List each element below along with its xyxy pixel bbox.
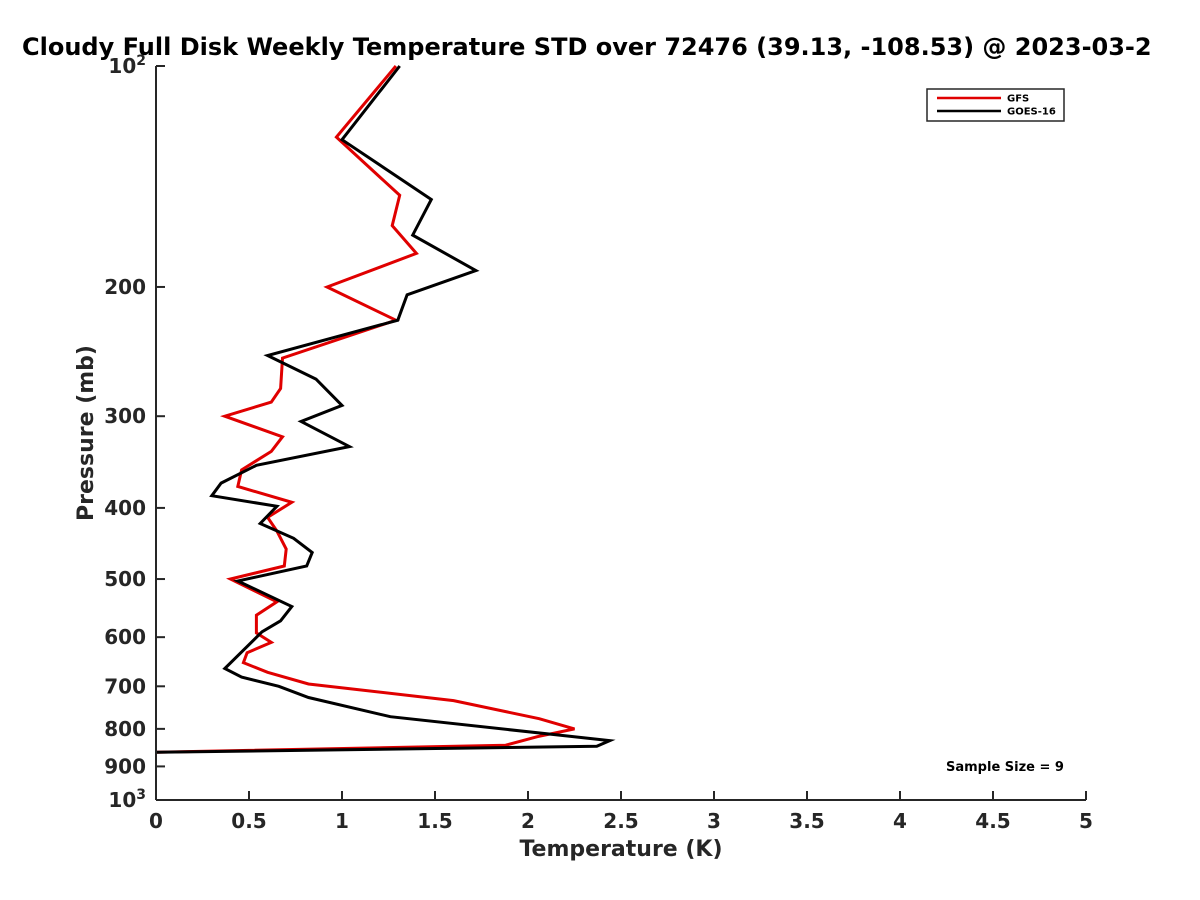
y-tick-label: 400 — [104, 496, 146, 520]
axes: 0 0.5 1 1.5 2 2.5 3 3.5 4 4.5 5 102 200 300 400 500 600 7… — [104, 53, 1093, 833]
y-tick-label: 300 — [104, 404, 146, 428]
y-tick-label: 500 — [104, 567, 146, 591]
x-tick-label: 2.5 — [603, 809, 638, 833]
y-tick-label: 700 — [104, 674, 146, 698]
y-tick-label: 600 — [104, 625, 146, 649]
x-tick-label: 3.5 — [789, 809, 824, 833]
series-line-goes-16 — [155, 65, 616, 754]
x-axis-label: Temperature (K) — [519, 837, 722, 862]
y-tick-label: 800 — [104, 717, 146, 741]
x-tick-label: 5 — [1079, 809, 1093, 833]
series-line-gfs — [155, 65, 575, 754]
x-tick-label: 3 — [707, 809, 721, 833]
x-tick-label: 0 — [149, 809, 163, 833]
x-tick-label: 1 — [335, 809, 349, 833]
chart-title: Cloudy Full Disk Weekly Temperature STD … — [22, 33, 1152, 61]
y-tick-label: 200 — [104, 275, 146, 299]
x-tick-label: 4.5 — [975, 809, 1010, 833]
y-tick-label: 102 — [108, 53, 146, 78]
legend-label: GOES-16 — [1007, 107, 1056, 118]
plot-area — [155, 65, 616, 754]
y-tick-label: 103 — [108, 787, 146, 812]
legend-box — [926, 88, 1065, 122]
x-tick-label: 4 — [893, 809, 907, 833]
sample-size-annotation: Sample Size = 9 — [946, 760, 1064, 775]
x-tick-label: 2 — [521, 809, 535, 833]
legend: GFS GOES-16 — [926, 88, 1065, 122]
legend-label: GFS — [1007, 94, 1029, 105]
x-tick-label: 0.5 — [231, 809, 266, 833]
x-tick-label: 1.5 — [417, 809, 452, 833]
y-axis-label: Pressure (mb) — [74, 345, 99, 521]
y-tick-label: 900 — [104, 754, 146, 778]
